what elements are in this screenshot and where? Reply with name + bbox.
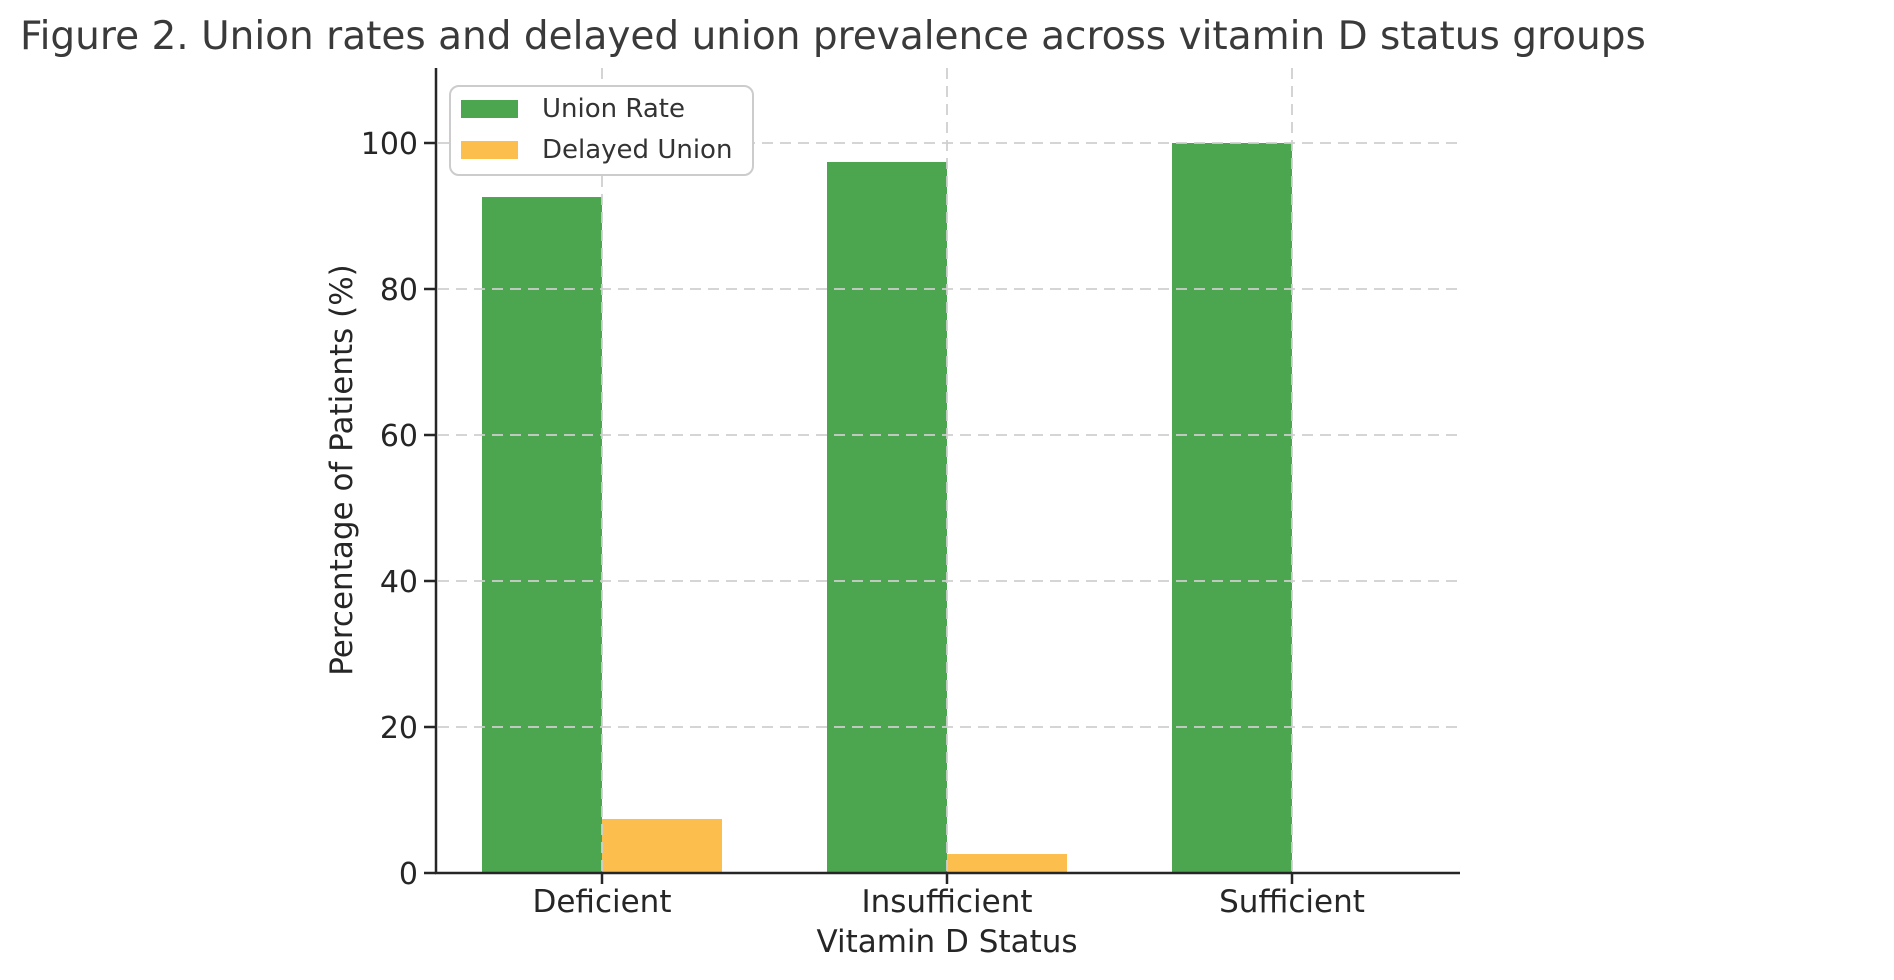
legend-label-union-rate: Union Rate — [542, 94, 685, 124]
bar-union-rate-insufficient — [827, 161, 947, 874]
x-tick-label-sufficient: Sufficient — [1219, 884, 1365, 920]
legend-swatch-delayed-union — [461, 141, 518, 159]
y-tick-label-0: 0 — [399, 857, 418, 892]
x-tick-label-deficient: Deficient — [532, 884, 671, 920]
y-tick-label-80: 80 — [380, 273, 418, 308]
x-axis-label: Vitamin D Status — [816, 924, 1077, 960]
plot-area: 0 20 40 60 80 100 Deficient Insufficient Suffici… — [361, 68, 1460, 920]
legend-swatch-union-rate — [461, 100, 518, 118]
figure-title: Figure 2. Union rates and delayed union … — [20, 14, 1646, 59]
legend-box — [449, 85, 754, 176]
bar-delayed-union-deficient — [602, 818, 722, 873]
y-axis-label: Percentage of Patients (%) — [324, 264, 360, 676]
x-tick-label-insufficient: Insufficient — [861, 884, 1032, 920]
y-tick-label-100: 100 — [361, 127, 418, 162]
legend: Union Rate Delayed Union — [449, 85, 754, 176]
y-tick-label-20: 20 — [380, 711, 418, 746]
y-tick-label-60: 60 — [380, 419, 418, 454]
legend-label-delayed-union: Delayed Union — [542, 135, 732, 165]
bar-union-rate-deficient — [482, 197, 602, 873]
y-tick-label-40: 40 — [380, 565, 418, 600]
bar-union-rate-sufficient — [1172, 143, 1292, 873]
bar-delayed-union-insufficient — [947, 854, 1067, 873]
